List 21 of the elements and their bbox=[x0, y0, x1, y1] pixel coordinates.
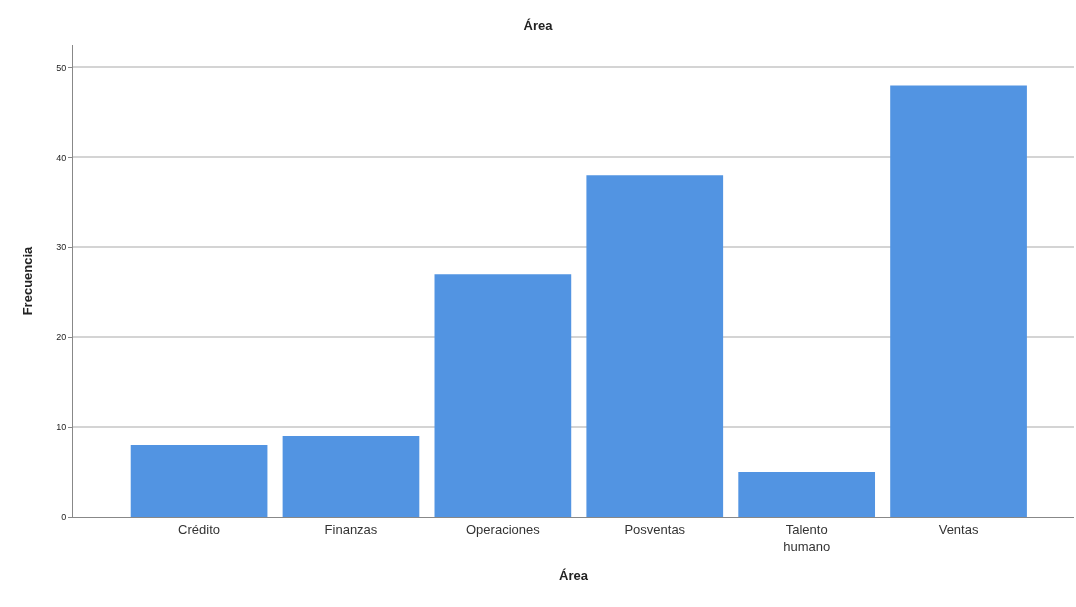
y-tick-label: 10 bbox=[56, 422, 67, 433]
y-tick-label: 0 bbox=[61, 512, 67, 523]
bar bbox=[434, 274, 572, 517]
y-tick-label: 40 bbox=[56, 152, 67, 163]
bar bbox=[282, 436, 420, 517]
bar bbox=[890, 85, 1027, 517]
y-tick-label: 20 bbox=[56, 332, 67, 343]
x-tick-label: Finanzas bbox=[324, 521, 378, 537]
bar bbox=[738, 472, 876, 517]
x-tick-label: Posventas bbox=[624, 521, 686, 537]
x-tick-label: Operaciones bbox=[466, 521, 541, 537]
bar bbox=[130, 445, 268, 517]
y-axis-title: Frecuencia bbox=[20, 245, 36, 316]
y-tick-label: 30 bbox=[56, 242, 67, 253]
bar bbox=[586, 175, 724, 517]
x-tick-label: Talento humano bbox=[783, 521, 831, 554]
x-tick-label: Ventas bbox=[938, 521, 979, 537]
y-tick-label: 50 bbox=[56, 62, 67, 73]
x-axis-title: Área bbox=[559, 568, 589, 584]
chart-title: Área bbox=[523, 18, 554, 34]
x-tick-label: Crédito bbox=[178, 521, 221, 537]
